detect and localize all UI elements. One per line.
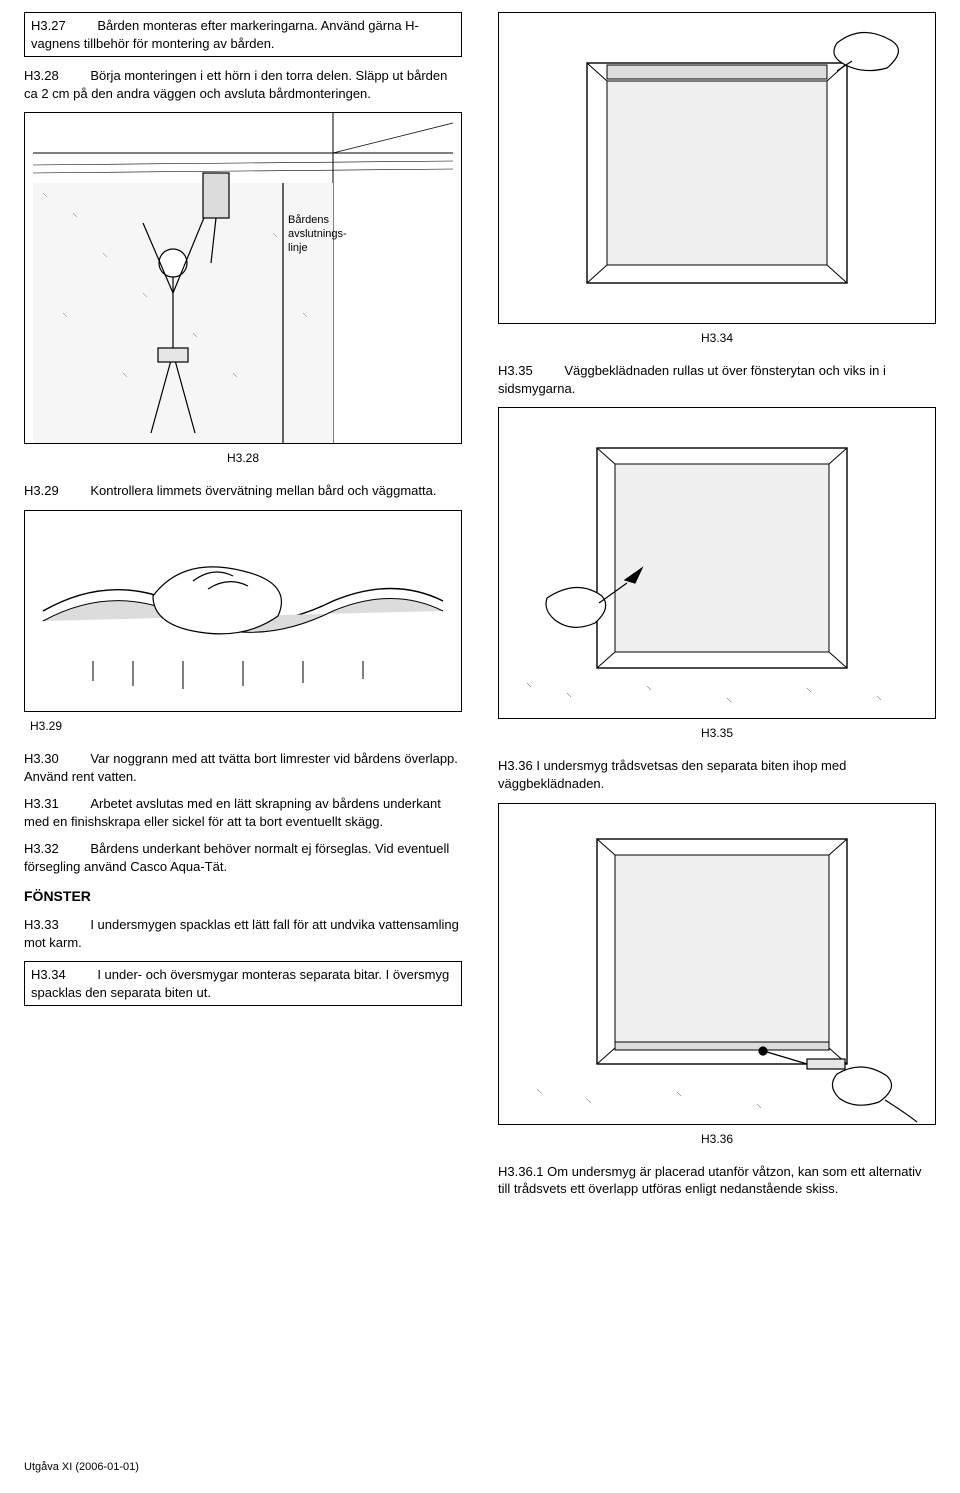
page-footer: Utgåva XI (2006-01-01) [24,1460,139,1475]
svg-text:Bårdens: Bårdens [288,214,329,226]
step-text: I undersmygen spacklas ett lätt fall för… [24,917,459,950]
step-h3-33: H3.33 I undersmygen spacklas ett lätt fa… [24,916,462,951]
figure-caption: H3.29 [30,718,462,734]
section-heading-fonster: FÖNSTER [24,887,462,906]
step-h3-27: H3.27 Bården monteras efter markeringarn… [24,12,462,57]
step-text: I undersmyg trådsvetsas den separata bit… [498,758,846,791]
figure-caption: H3.36 [498,1131,936,1147]
step-h3-31: H3.31 Arbetet avslutas med en lätt skrap… [24,795,462,830]
step-h3-30: H3.30 Var noggrann med att tvätta bort l… [24,750,462,785]
step-number: H3.36 [498,758,533,773]
figure-h3-36 [498,803,936,1125]
step-number: H3.36.1 [498,1164,544,1179]
svg-text:avslutnings-: avslutnings- [288,228,347,240]
svg-text:linje: linje [288,242,308,254]
step-text: Väggbeklädnaden rullas ut över fönsteryt… [498,363,886,396]
step-number: H3.30 [24,751,59,766]
step-number: H3.33 [24,917,59,932]
step-h3-29: H3.29 Kontrollera limmets övervätning me… [24,482,462,500]
figure-caption: H3.28 [24,450,462,466]
step-number: H3.31 [24,796,59,811]
step-h3-34: H3.34 I under- och översmygar monteras s… [24,961,462,1006]
figure-h3-29 [24,510,462,712]
step-number: H3.34 [31,967,66,982]
step-number: H3.29 [24,483,59,498]
step-text: I under- och översmygar monteras separat… [31,967,449,1000]
step-h3-36: H3.36 I undersmyg trådsvetsas den separa… [498,757,936,792]
step-text: Börja monteringen i ett hörn i den torra… [24,68,447,101]
step-text: Bården monteras efter markeringarna. Anv… [31,18,419,51]
step-number: H3.32 [24,841,59,856]
figure-h3-34 [498,12,936,324]
figure-caption: H3.34 [498,330,936,346]
step-number: H3.28 [24,68,59,83]
step-number: H3.27 [31,18,66,33]
right-column: H3.34 H3.35 Väggbeklädnaden rullas ut öv… [498,12,936,1208]
step-h3-28: H3.28 Börja monteringen i ett hörn i den… [24,67,462,102]
step-text: Bårdens underkant behöver normalt ej för… [24,841,449,874]
step-text: Var noggrann med att tvätta bort limrest… [24,751,458,784]
figure-caption: H3.35 [498,725,936,741]
step-h3-35: H3.35 Väggbeklädnaden rullas ut över fön… [498,362,936,397]
step-text: Arbetet avslutas med en lätt skrapning a… [24,796,441,829]
step-h3-36-1: H3.36.1 Om undersmyg är placerad utanför… [498,1163,936,1198]
step-text: Om undersmyg är placerad utanför våtzon,… [498,1164,921,1197]
step-h3-32: H3.32 Bårdens underkant behöver normalt … [24,840,462,875]
figure-h3-28: Bårdens avslutnings- linje [24,112,462,444]
figure-h3-35 [498,407,936,719]
step-text: Kontrollera limmets övervätning mellan b… [90,483,436,498]
left-column: H3.27 Bården monteras efter markeringarn… [24,12,462,1208]
step-number: H3.35 [498,363,533,378]
